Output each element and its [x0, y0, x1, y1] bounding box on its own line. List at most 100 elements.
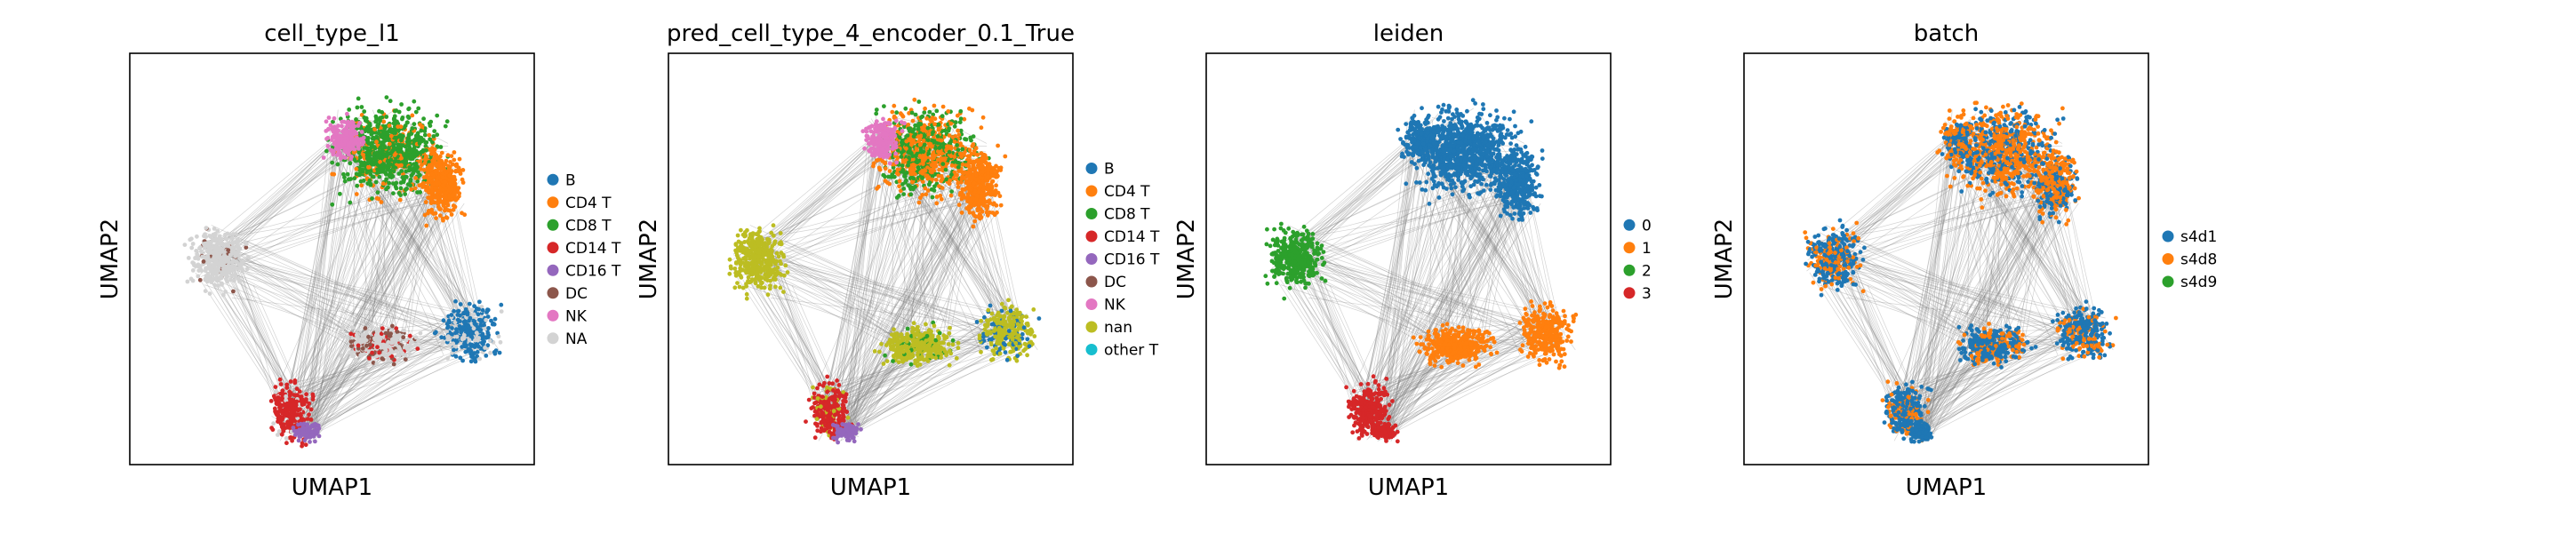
edge [816, 187, 988, 405]
edge [216, 148, 335, 253]
cell-point [907, 160, 911, 165]
cell-point [406, 115, 412, 121]
cell-point [908, 184, 913, 189]
cell-point [948, 178, 953, 183]
edge [756, 139, 876, 251]
edge [780, 193, 979, 243]
edge [307, 213, 428, 435]
edge [292, 177, 445, 402]
cell-point [238, 264, 244, 269]
cell-point [900, 129, 905, 133]
cell-point [457, 194, 461, 199]
edge [859, 343, 1010, 426]
edge [876, 158, 991, 326]
edge [297, 338, 463, 402]
edge [920, 328, 1006, 333]
cell-point [391, 181, 396, 187]
cell-point [468, 359, 474, 364]
cell-point [406, 106, 412, 111]
cell-point [939, 138, 944, 143]
cell-point [354, 166, 359, 171]
edge [228, 257, 492, 319]
cell-point [458, 302, 463, 306]
edge [919, 151, 1007, 311]
cell-point [346, 152, 351, 157]
legend-label: CD4 T [565, 195, 612, 212]
cell-point [186, 256, 191, 260]
edge [302, 354, 471, 406]
cell-point [438, 145, 444, 149]
cell-point [212, 227, 217, 231]
edge [308, 179, 356, 428]
cell-point [394, 336, 399, 341]
edge [307, 362, 398, 425]
edge [848, 341, 1015, 433]
edge [846, 196, 972, 434]
edge [288, 138, 397, 418]
edge [308, 354, 391, 392]
cell-point [300, 426, 306, 431]
cell-point [220, 262, 226, 267]
cell-point [895, 167, 900, 172]
edge [761, 246, 1012, 331]
edge [828, 160, 962, 388]
cell-point [310, 394, 316, 399]
cell-point [299, 421, 303, 426]
edge [309, 203, 465, 430]
cell-point [483, 326, 488, 331]
cell-point [971, 134, 976, 139]
cell-point [197, 264, 203, 269]
panel-title: pred_cell_type_4_encoder_0.1_True [667, 20, 1075, 47]
cell-point [384, 115, 389, 119]
cell-point [240, 259, 245, 264]
cell-point [275, 402, 280, 407]
cell-point [367, 165, 372, 170]
cell-point [940, 177, 945, 182]
cell-point [885, 147, 891, 152]
edge [838, 311, 1000, 426]
cell-point [460, 337, 465, 342]
cell-point [354, 192, 359, 196]
cell-point [465, 312, 470, 317]
edge [211, 225, 460, 342]
cell-point [301, 421, 307, 426]
cell-point [481, 342, 485, 347]
cell-point [364, 170, 370, 175]
cell-point [358, 179, 364, 184]
edge [758, 258, 1008, 316]
cell-point [909, 167, 915, 172]
cell-point [862, 146, 867, 151]
cell-point [418, 137, 423, 142]
cell-point [426, 176, 431, 180]
cell-point [203, 232, 207, 237]
cell-point [209, 274, 213, 279]
edge [882, 176, 961, 332]
edge [355, 156, 479, 328]
edge [909, 161, 1004, 338]
cell-point [305, 422, 310, 427]
cell-point [881, 152, 886, 157]
cell-point [887, 140, 892, 145]
cell-point [930, 177, 934, 182]
cell-point [452, 190, 458, 195]
cell-point [199, 251, 204, 255]
axes-frame [129, 52, 535, 465]
cell-point [871, 163, 876, 169]
cell-point [951, 176, 956, 181]
edge [761, 137, 879, 259]
cell-point [397, 197, 403, 203]
cell-point [409, 173, 414, 179]
edge [202, 244, 469, 338]
edge [297, 157, 356, 429]
cell-point [916, 99, 922, 104]
cell-point [917, 136, 923, 141]
cell-point [900, 114, 906, 119]
cell-point [450, 193, 455, 198]
cell-point [901, 187, 907, 191]
cell-point [484, 310, 489, 314]
edge [222, 147, 347, 266]
cell-point [890, 133, 895, 139]
cell-point [391, 147, 396, 153]
cell-point [354, 117, 358, 122]
cell-point [410, 156, 415, 162]
